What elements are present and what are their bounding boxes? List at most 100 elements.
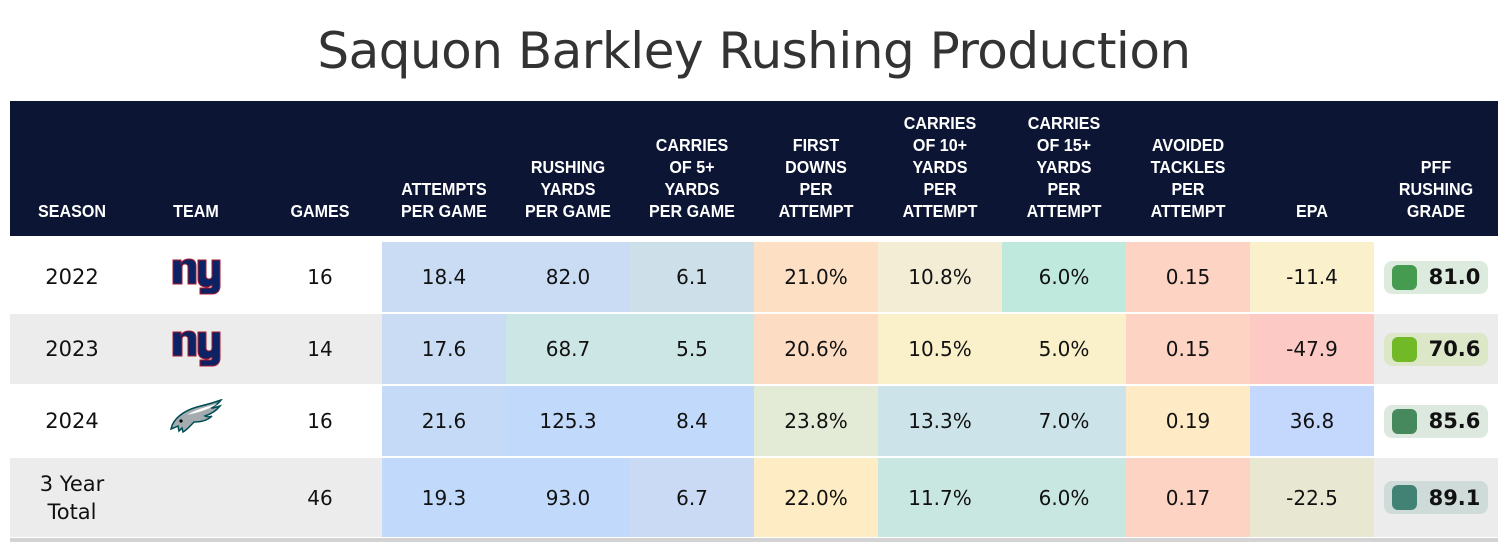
pff-grade-cell: 89.1 — [1374, 458, 1498, 537]
column-header-line: ATTEMPTS — [401, 179, 487, 199]
column-header-grade: PFF RUSHING GRADE — [1379, 156, 1493, 236]
grade-badge: 85.6 — [1383, 404, 1489, 438]
column-header-line: OF 15+ — [1036, 135, 1092, 155]
att_pg-cell: 19.3 — [382, 458, 506, 537]
giants-logo-icon — [170, 326, 222, 373]
table-row: 3 Year Total 46 19.3 93.0 6.7 22.0% 11.7% 6.0% 0.… — [10, 458, 1498, 537]
column-header-c10_pa: CARRIES OF 10+ YARDS PER ATTEMPT — [883, 112, 997, 236]
column-header-line: AVOIDED — [1151, 135, 1225, 155]
table-row: 2023 14 17.6 68.7 5.5 20.6% 10.5% 5.0% 0.15 -47.9… — [10, 314, 1498, 384]
c10_pa-cell: 11.7% — [878, 458, 1002, 537]
pff-grade-cell: 81.0 — [1374, 242, 1498, 312]
column-header-line: TACKLES — [1150, 157, 1226, 177]
at_pa-cell: 0.15 — [1126, 242, 1250, 312]
column-header-season: SEASON — [15, 200, 129, 236]
column-header-line: ATTEMPT — [1150, 201, 1226, 221]
games-cell: 46 — [307, 485, 333, 510]
grade-color-swatch-icon — [1391, 264, 1417, 290]
grade-color-swatch-icon — [1391, 485, 1417, 510]
c10_pa-cell: 10.8% — [878, 242, 1002, 312]
row-gap — [10, 236, 1498, 242]
column-header-line: RUSHING — [1398, 179, 1474, 199]
grade-value: 81.0 — [1428, 265, 1481, 289]
att_pg-cell: 18.4 — [382, 242, 506, 312]
grade-badge: 81.0 — [1383, 260, 1489, 294]
epa-cell: -11.4 — [1250, 242, 1374, 312]
epa-cell: -22.5 — [1250, 458, 1374, 537]
c5_pg-cell: 5.5 — [630, 314, 754, 384]
season-cell: 2024 — [45, 409, 99, 433]
column-header-line: YARDS — [1036, 157, 1092, 177]
c5_pg-cell: 6.7 — [630, 458, 754, 537]
pff-grade-cell: 70.6 — [1374, 314, 1498, 384]
column-header-line: PER GAME — [525, 201, 611, 221]
column-header-line: PER — [1047, 179, 1081, 199]
c15_pa-cell: 7.0% — [1002, 386, 1126, 456]
grade-value: 85.6 — [1428, 409, 1481, 433]
column-header-yds_pg: RUSHING YARDS PER GAME — [511, 156, 625, 236]
c15_pa-cell: 5.0% — [1002, 314, 1126, 384]
row-gap — [10, 456, 1498, 458]
fd_pa-cell: 20.6% — [754, 314, 878, 384]
yds_pg-cell: 93.0 — [506, 458, 630, 537]
giants-logo-icon — [170, 254, 222, 301]
column-header-line: FIRST — [792, 135, 840, 155]
eagles-logo-icon — [167, 397, 225, 444]
team-cell — [134, 458, 258, 537]
table-header: SEASON TEAM GAMES ATTEMPTS PER GAME RUSHING YA… — [10, 101, 1498, 236]
att_pg-cell: 21.6 — [382, 386, 506, 456]
c5_pg-cell: 6.1 — [630, 242, 754, 312]
team-cell — [134, 386, 258, 456]
column-header-line: GAMES — [290, 201, 350, 221]
games-cell: 16 — [307, 409, 333, 433]
grade-badge: 70.6 — [1383, 332, 1489, 366]
column-header-line: GRADE — [1406, 201, 1466, 221]
column-header-team: TEAM — [139, 200, 253, 236]
grade-color-swatch-icon — [1391, 336, 1417, 362]
column-header-line: PER — [799, 179, 833, 199]
fd_pa-cell: 23.8% — [754, 386, 878, 456]
column-header-fd_pa: FIRST DOWNS PER ATTEMPT — [759, 134, 873, 236]
table-row: 2022 16 18.4 82.0 6.1 21.0% 10.8% 6.0% 0.15 -11.4… — [10, 242, 1498, 312]
c5_pg-cell: 8.4 — [630, 386, 754, 456]
yds_pg-cell: 125.3 — [506, 386, 630, 456]
column-header-line: SEASON — [38, 201, 106, 221]
column-header-line: PER GAME — [401, 201, 487, 221]
c15_pa-cell: 6.0% — [1002, 242, 1126, 312]
column-header-line: DOWNS — [785, 157, 847, 177]
column-header-line: RUSHING — [530, 157, 606, 177]
games-cell: 14 — [307, 337, 333, 361]
at_pa-cell: 0.17 — [1126, 458, 1250, 537]
row-gap — [10, 312, 1498, 314]
yds_pg-cell: 82.0 — [506, 242, 630, 312]
season-cell: 3 Year Total — [39, 471, 105, 524]
at_pa-cell: 0.19 — [1126, 386, 1250, 456]
table-body: 2022 16 18.4 82.0 6.1 21.0% 10.8% 6.0% 0.15 -11.4… — [10, 236, 1498, 537]
season-cell: 2022 — [45, 265, 99, 289]
at_pa-cell: 0.15 — [1126, 314, 1250, 384]
column-header-line: EPA — [1296, 201, 1328, 221]
att_pg-cell: 17.6 — [382, 314, 506, 384]
column-header-line: PER GAME — [649, 201, 735, 221]
team-cell — [134, 242, 258, 312]
column-header-line: ATTEMPT — [902, 201, 978, 221]
column-header-line: CARRIES — [1027, 113, 1101, 133]
stats-table: SEASON TEAM GAMES ATTEMPTS PER GAME RUSHING YA… — [10, 101, 1498, 537]
column-header-line: TEAM — [173, 201, 219, 221]
grade-value: 70.6 — [1428, 337, 1481, 361]
column-header-line: CARRIES — [655, 135, 729, 155]
column-header-line: YARDS — [664, 179, 720, 199]
column-header-line: YARDS — [912, 157, 968, 177]
column-header-line: PER — [1171, 179, 1205, 199]
c10_pa-cell: 10.5% — [878, 314, 1002, 384]
column-header-c15_pa: CARRIES OF 15+ YARDS PER ATTEMPT — [1007, 112, 1121, 236]
column-header-line: PFF — [1420, 157, 1452, 177]
c10_pa-cell: 13.3% — [878, 386, 1002, 456]
column-header-line: CARRIES — [903, 113, 977, 133]
column-header-line: OF 5+ — [669, 157, 715, 177]
grade-badge: 89.1 — [1383, 481, 1489, 514]
column-header-line: ATTEMPT — [778, 201, 854, 221]
yds_pg-cell: 68.7 — [506, 314, 630, 384]
column-header-line: PER — [923, 179, 957, 199]
page-title: Saquon Barkley Rushing Production — [317, 22, 1191, 80]
